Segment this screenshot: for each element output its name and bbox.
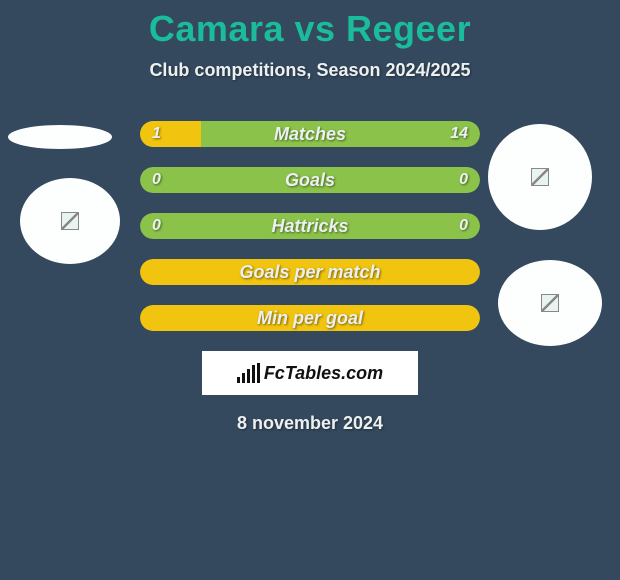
bar-value-right: 0 [459,167,468,193]
image-placeholder-icon [61,212,79,230]
image-placeholder-icon [541,294,559,312]
page-title: Camara vs Regeer [0,0,620,50]
stat-row: Min per goal [140,305,480,331]
logo-text: FcTables.com [264,363,383,384]
stat-row: Goals per match [140,259,480,285]
bar-value-right: 0 [459,213,468,239]
comparison-bars: Matches114Goals00Hattricks00Goals per ma… [140,121,480,331]
date-label: 8 november 2024 [0,413,620,434]
stat-row: Matches1 14 [140,121,480,147]
bar-label: Goals [140,167,480,193]
logo-bars-icon [237,363,260,383]
bar-label: Goals per match [140,259,480,285]
bar-value-right: 14 [450,121,468,147]
bar-label: Hattricks [140,213,480,239]
bar-label: Min per goal [140,305,480,331]
stat-row: Goals0 0 [140,167,480,193]
bar-label: Matches [140,121,480,147]
decorative-ellipse [8,125,112,149]
logo-strip: FcTables.com [202,351,418,395]
bar-value-left: 1 [152,121,161,147]
player-avatar-bottom-right [498,260,602,346]
bar-value-left: 0 [152,213,161,239]
page-subtitle: Club competitions, Season 2024/2025 [0,60,620,81]
stat-row: Hattricks0 0 [140,213,480,239]
bar-value-left: 0 [152,167,161,193]
image-placeholder-icon [531,168,549,186]
player-avatar-left [20,178,120,264]
player-avatar-top-right [488,124,592,230]
